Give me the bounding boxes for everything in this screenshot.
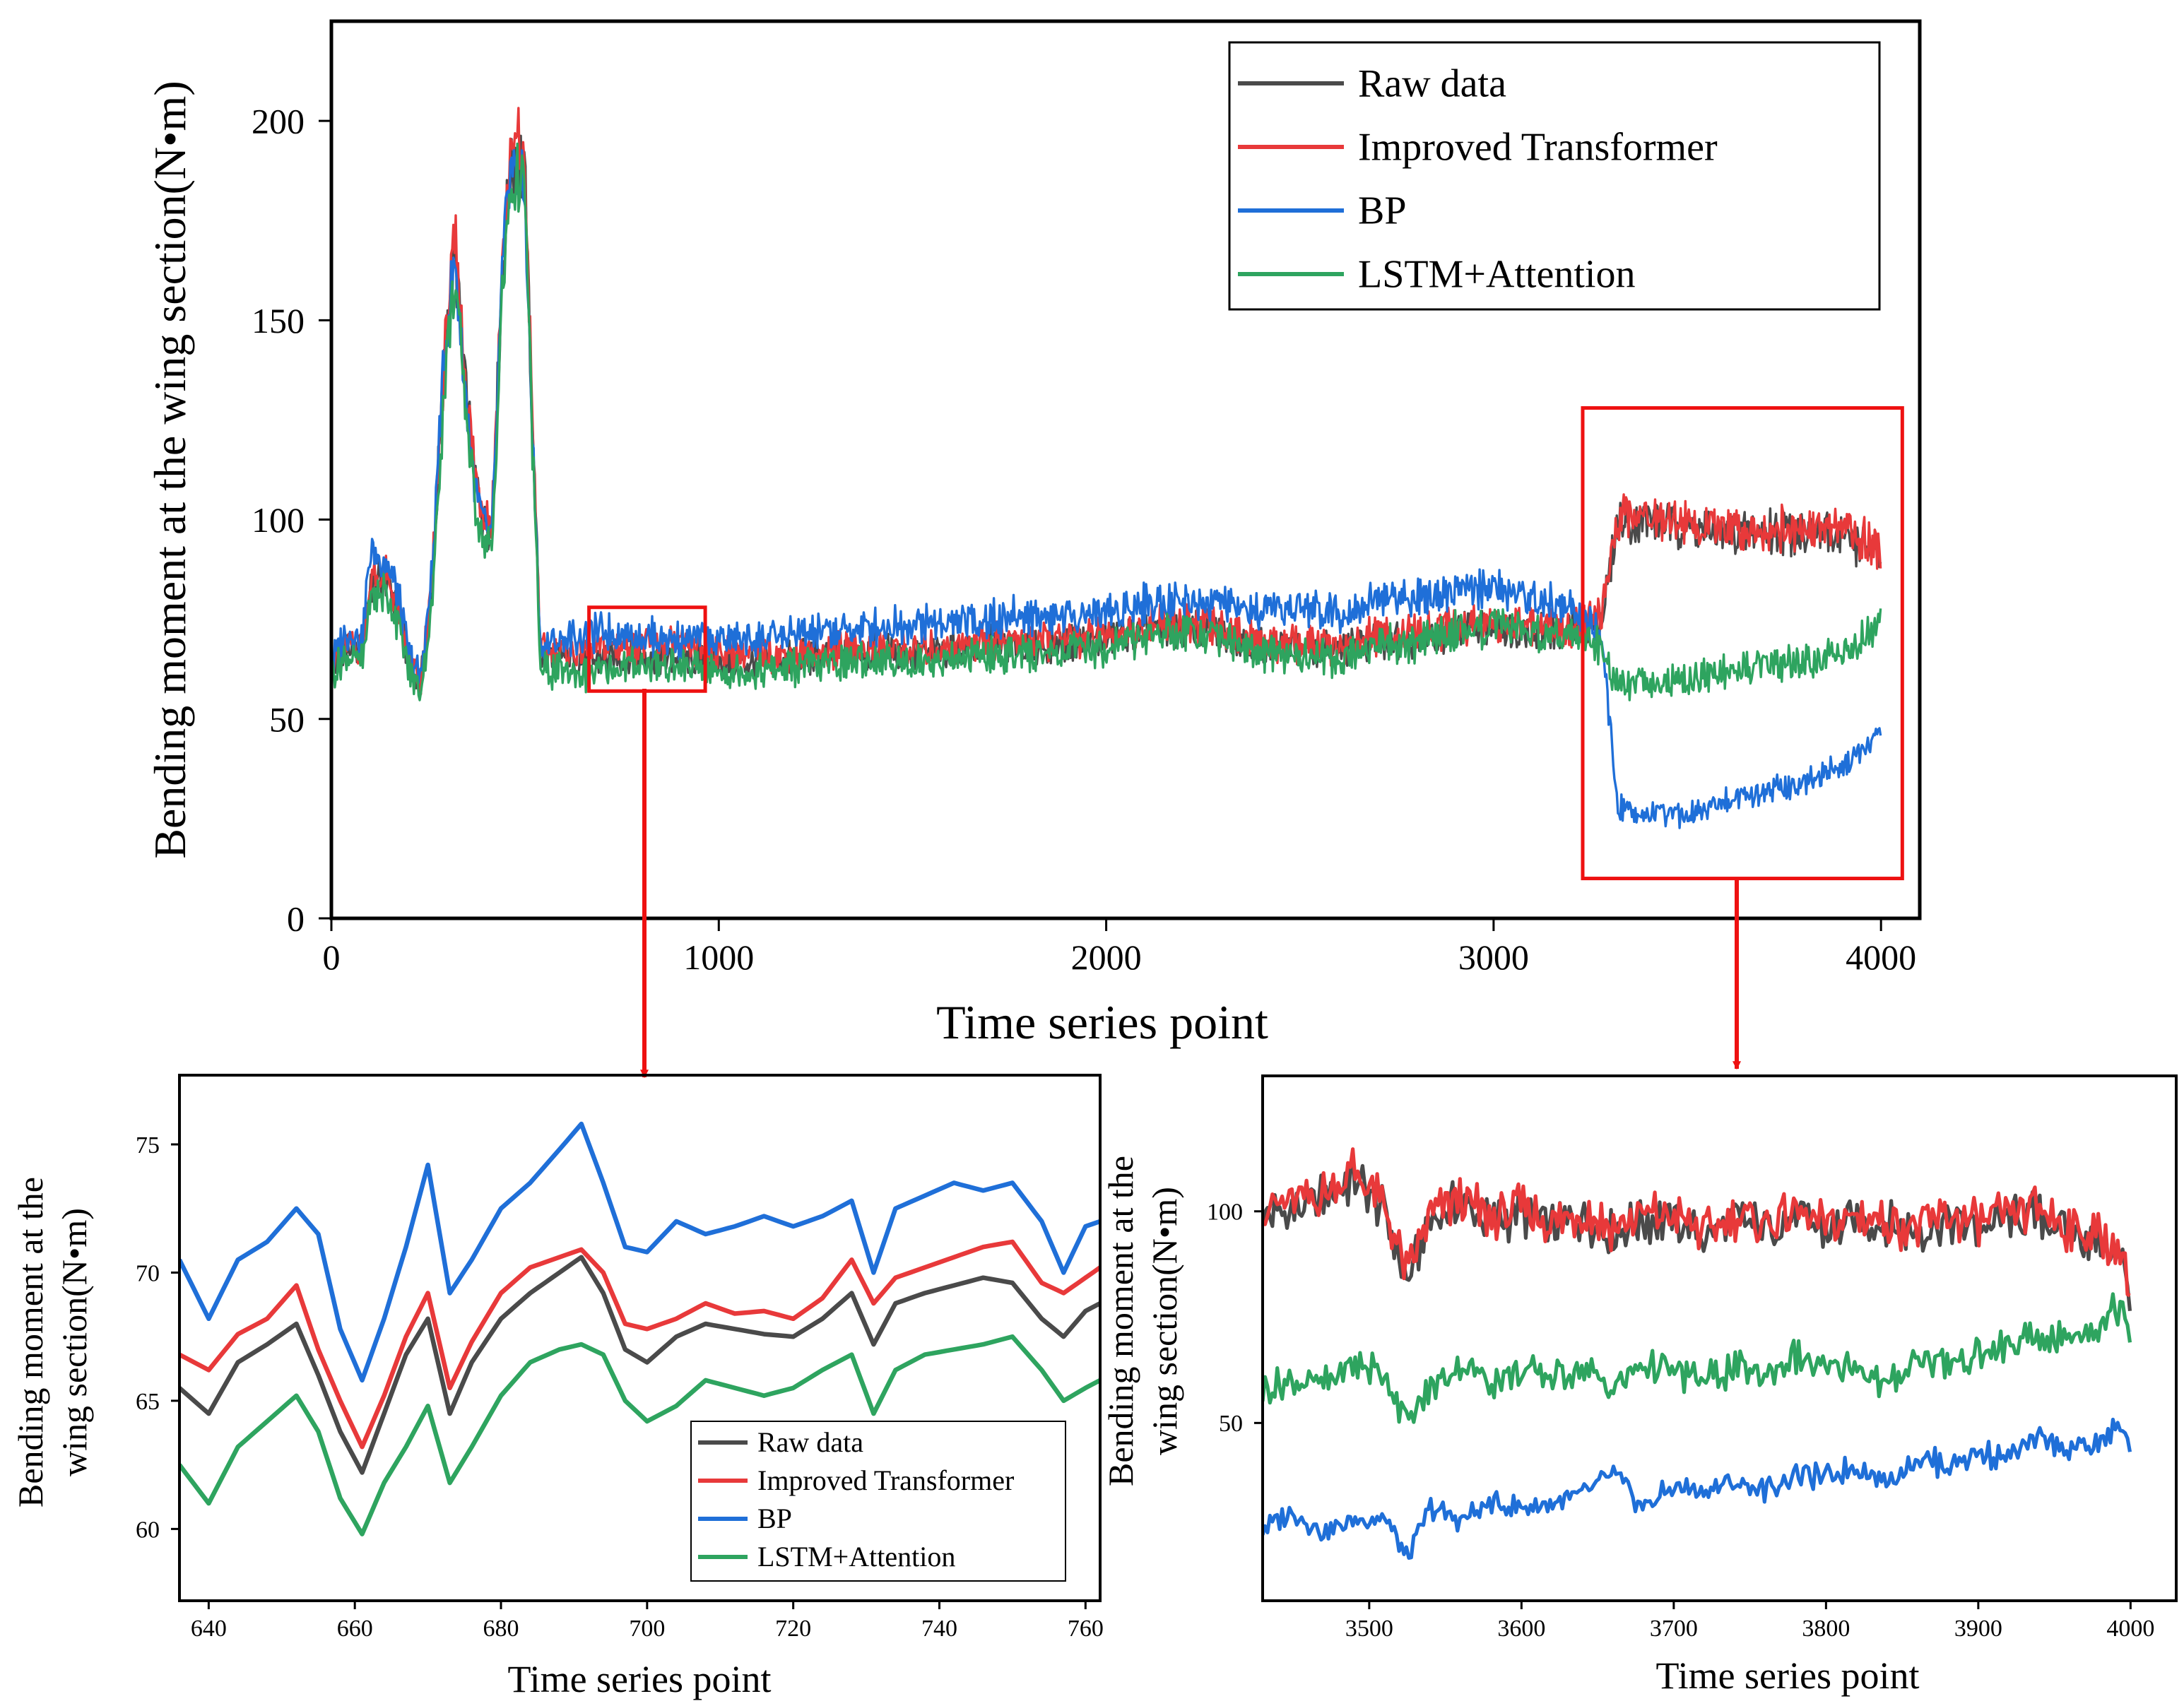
- zoom-left-series-bp: [179, 1121, 1100, 1383]
- zoom-left-x-tick-label-680: 680: [483, 1616, 519, 1642]
- zoom-left-y-tick-label-65: 65: [136, 1389, 160, 1415]
- zoom-left-x-tick-label-700: 700: [629, 1616, 665, 1642]
- main-y-tick-label-0: 0: [287, 899, 305, 939]
- main-legend-entries: Raw data Improved Transformer BP LSTM+Atten…: [1238, 61, 1718, 296]
- main-plot-frame: [329, 19, 1922, 920]
- zoom-left-legend-box: [690, 1421, 1066, 1582]
- zoom-right-y-ticks: 50 100: [1207, 1199, 1263, 1437]
- zoom-left-legend-label-lstm-attention: LSTM+Attention: [757, 1541, 955, 1572]
- zoom-left-plot-frame: [178, 1074, 1102, 1602]
- zoom-left-legend: Raw data Improved Transformer BP LSTM+Atten…: [690, 1421, 1066, 1582]
- zoom-left-series-improved-transformer: [179, 1239, 1100, 1450]
- main-y-tick-label-200: 200: [252, 102, 305, 141]
- zoom-right-x-tick-label-3500: 3500: [1345, 1616, 1393, 1642]
- zoom-left-y-ticks: 60 65 70 75: [136, 1132, 179, 1543]
- zoom-left-x-tick-label-760: 760: [1068, 1616, 1104, 1642]
- zoom-left-legend-label-raw-data: Raw data: [757, 1426, 863, 1458]
- main-y-tick-label-150: 150: [252, 301, 305, 340]
- zoom-right-chart: 3500 3600 3700 3800 3900 4000 50 100 Time seri…: [1101, 1074, 2178, 1697]
- zoom-right-x-axis-title: Time series point: [1655, 1654, 1919, 1697]
- main-legend-label-raw-data: Raw data: [1358, 61, 1506, 105]
- zoom-left-series-lstm-attention: [179, 1334, 1100, 1536]
- zoom-left-x-axis-title: Time series point: [507, 1658, 771, 1700]
- zoom-left-legend-label-improved-transformer: Improved Transformer: [757, 1464, 1014, 1496]
- main-y-ticks: 0 50 100 150 200: [252, 102, 331, 939]
- main-chart: 0 1000 2000 3000 4000 0 50 100 150 200 Time seri…: [145, 19, 1922, 1049]
- zoom-right-y-axis-title-line-1: Bending moment at the: [1101, 1156, 1140, 1486]
- zoom-right-x-tick-label-3900: 3900: [1954, 1616, 2002, 1642]
- zoom-right-x-ticks: 3500 3600 3700 3800 3900 4000: [1345, 1601, 2154, 1642]
- zoom-right-series-improved-transformer: [1263, 1147, 2131, 1298]
- zoom-left-y-tick-label-70: 70: [136, 1260, 160, 1286]
- main-x-tick-label-1000: 1000: [683, 937, 754, 977]
- zoom-left-legend-label-bp: BP: [757, 1503, 792, 1534]
- zoom-right-series-group: [1263, 1147, 2132, 1560]
- main-x-tick-label-0: 0: [323, 937, 341, 977]
- zoom-left-y-axis-title-line-2: wing section(N•m): [54, 1208, 94, 1476]
- zoom-right-series-lstm-attention: [1263, 1292, 2132, 1424]
- zoom-left-y-axis-title-line-1: Bending moment at the: [11, 1177, 50, 1507]
- zoom-left-x-tick-label-720: 720: [775, 1616, 811, 1642]
- zoom-right-plot-frame: [1261, 1074, 2178, 1602]
- zoom-left-x-ticks: 640 660 680 700 720 740 760: [191, 1601, 1104, 1642]
- main-x-axis-title: Time series point: [936, 995, 1268, 1049]
- zoom-left-x-tick-label-640: 640: [191, 1616, 227, 1642]
- main-legend: Raw data Improved Transformer BP LSTM+Atten…: [1228, 41, 1881, 311]
- main-x-tick-label-4000: 4000: [1846, 937, 1916, 977]
- zoom-right-y-axis-title-line-2: wing section(N•m): [1145, 1187, 1184, 1455]
- zoom-right-x-tick-label-3600: 3600: [1497, 1616, 1545, 1642]
- zoom-right-x-tick-label-4000: 4000: [2106, 1616, 2154, 1642]
- zoom-right-x-tick-label-3800: 3800: [1802, 1616, 1850, 1642]
- zoom-right-y-tick-label-100: 100: [1207, 1199, 1243, 1226]
- zoom-left-series-group: [179, 1121, 1100, 1536]
- zoom-left-y-axis-title: Bending moment at the wing section(N•m): [11, 1177, 94, 1507]
- main-zoom-boxes: [587, 406, 1904, 881]
- main-x-tick-label-2000: 2000: [1071, 937, 1142, 977]
- main-legend-label-improved-transformer: Improved Transformer: [1358, 125, 1718, 169]
- zoom-left-x-tick-label-740: 740: [921, 1616, 957, 1642]
- main-y-tick-label-100: 100: [252, 500, 305, 540]
- main-y-tick-label-50: 50: [269, 699, 305, 739]
- zoom-right-y-tick-label-50: 50: [1219, 1411, 1243, 1437]
- zoom-left-x-tick-label-660: 660: [337, 1616, 373, 1642]
- zoom-left-legend-entries: Raw data Improved Transformer BP LSTM+Atten…: [698, 1426, 1014, 1572]
- zoom-right-y-axis-title: Bending moment at the wing section(N•m): [1101, 1156, 1184, 1486]
- zoom-left-chart: 640 660 680 700 720 740 760 60 65 70 75 Time seri…: [11, 1074, 1104, 1700]
- zoom-left-series-raw-data: [179, 1255, 1100, 1475]
- main-zoom-box-2: [1581, 406, 1904, 881]
- main-y-axis-title: Bending moment at the wing section(N•m): [145, 81, 195, 858]
- main-x-tick-label-3000: 3000: [1458, 937, 1529, 977]
- main-x-ticks: 0 1000 2000 3000 4000: [323, 918, 1916, 977]
- zoom-left-y-tick-label-60: 60: [136, 1517, 160, 1543]
- main-legend-label-bp: BP: [1358, 189, 1407, 232]
- main-legend-label-lstm-attention: LSTM+Attention: [1358, 252, 1635, 296]
- main-zoom-box-1: [587, 605, 707, 693]
- zoom-left-y-tick-label-75: 75: [136, 1132, 160, 1159]
- zoom-right-series-bp: [1263, 1417, 2132, 1560]
- zoom-right-x-tick-label-3700: 3700: [1650, 1616, 1698, 1642]
- main-legend-box: [1228, 41, 1881, 311]
